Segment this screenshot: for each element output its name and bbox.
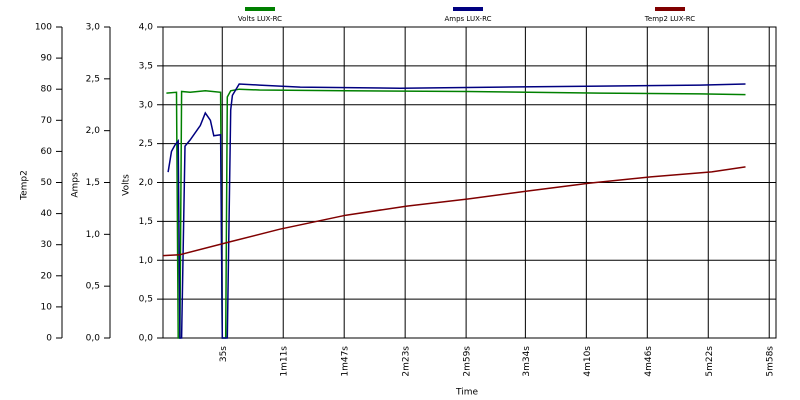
y-tick-label: 1,5 — [139, 217, 153, 227]
y3-tick-label: 80 — [41, 85, 53, 95]
y2-axis-title: Amps — [71, 172, 81, 198]
x-tick-label: 1m11s — [280, 346, 290, 377]
y2-tick-label: 3,0 — [86, 23, 101, 33]
x-tick-label: 2m59s — [463, 346, 473, 377]
x-tick-label: 35s — [219, 346, 229, 362]
y3-tick-label: 20 — [41, 271, 53, 281]
y2-tick-label: 1,5 — [86, 178, 100, 188]
series-line — [167, 83, 746, 339]
x-tick-label: 4m46s — [644, 346, 654, 377]
x-tick-label: 5m22s — [705, 346, 715, 377]
y2-tick-label: 0,5 — [86, 282, 100, 292]
x-tick-label: 4m10s — [583, 346, 593, 377]
y-tick-label: 0,0 — [139, 334, 154, 344]
y-tick-label: 3,5 — [139, 61, 153, 71]
y2-tick-label: 2,0 — [86, 126, 101, 136]
y3-tick-label: 90 — [41, 54, 53, 64]
y3-tick-label: 100 — [35, 23, 52, 33]
y2-tick-label: 2,5 — [86, 74, 100, 84]
y2-tick-label: 0,0 — [86, 334, 101, 344]
y3-tick-label: 70 — [41, 116, 53, 126]
y-tick-label: 3,0 — [139, 100, 154, 110]
y3-tick-label: 40 — [41, 209, 53, 219]
legend-swatch — [245, 7, 275, 11]
y3-tick-label: 50 — [41, 178, 53, 188]
y-tick-label: 4,0 — [139, 23, 154, 33]
y3-axis-title: Temp2 — [20, 170, 30, 201]
y2-tick-label: 1,0 — [86, 230, 101, 240]
x-tick-label: 5m58s — [766, 346, 776, 377]
y-tick-label: 2,5 — [139, 139, 153, 149]
legend-label: Temp2 LUX-RC — [644, 15, 695, 23]
y-tick-label: 0,5 — [139, 295, 153, 305]
x-tick-label: 1m47s — [341, 346, 351, 377]
legend-swatch — [453, 7, 483, 11]
y3-tick-label: 0 — [46, 334, 52, 344]
x-tick-label: 3m34s — [522, 346, 532, 377]
y-tick-label: 1,0 — [139, 256, 154, 266]
legend-label: Volts LUX-RC — [238, 15, 282, 23]
y-tick-label: 2,0 — [139, 178, 154, 188]
x-tick-label: 2m23s — [402, 346, 412, 377]
y3-tick-label: 60 — [41, 147, 53, 157]
x-axis-title: Time — [455, 388, 478, 398]
y3-tick-label: 30 — [41, 240, 53, 250]
y-axis-title: Volts — [122, 174, 132, 196]
legend-swatch — [655, 7, 685, 11]
series-line — [162, 166, 746, 257]
y3-tick-label: 10 — [41, 302, 53, 312]
legend-label: Amps LUX-RC — [445, 15, 492, 23]
